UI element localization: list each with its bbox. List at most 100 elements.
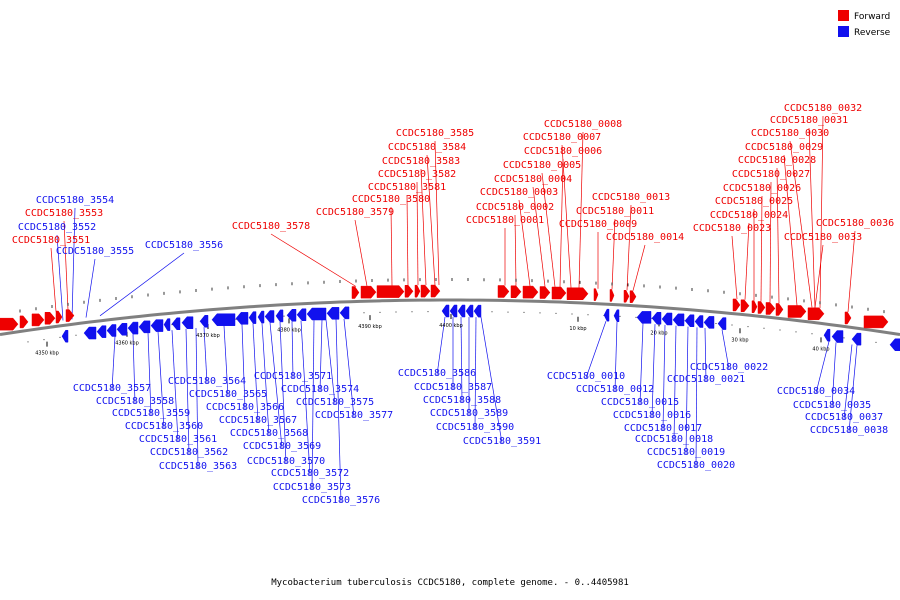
- reverse-gene: [275, 309, 284, 323]
- forward-gene: [19, 315, 29, 329]
- forward-gene: [863, 315, 889, 329]
- forward-gene: [629, 290, 637, 303]
- forward-gene: [551, 286, 567, 300]
- gene-label: CCDC5180_3569: [243, 441, 321, 452]
- reverse-gene: [684, 314, 695, 327]
- forward-gene: [609, 289, 615, 302]
- reverse-gene: [717, 317, 727, 330]
- forward-genes: [0, 284, 889, 331]
- gene-label: CCDC5180_3572: [271, 468, 349, 479]
- gene-label: CCDC5180_0033: [784, 232, 862, 243]
- reverse-gene: [235, 312, 249, 325]
- gene-label: CCDC5180_3588: [423, 395, 501, 406]
- gene-label: CCDC5180_0031: [770, 115, 848, 126]
- gene-label: CCDC5180_0019: [647, 447, 725, 458]
- gene-label: CCDC5180_0036: [816, 218, 894, 229]
- reverse-gene: [163, 318, 171, 331]
- forward-gene: [522, 285, 539, 299]
- forward-gene: [65, 309, 75, 322]
- reverse-gene: [851, 332, 862, 346]
- gene-label: CCDC5180_3587: [414, 382, 492, 393]
- forward-gene: [751, 300, 758, 314]
- gene-label: CCDC5180_0020: [657, 460, 735, 471]
- tick-label: 4360 kbp: [115, 341, 139, 347]
- tick-label: 4400 kbp: [439, 323, 463, 329]
- tick-label: 40 kbp: [812, 346, 829, 352]
- gene-label: CCDC5180_0006: [524, 146, 602, 157]
- gene-label: CCDC5180_0018: [635, 434, 713, 445]
- gene-label: CCDC5180_3555: [56, 246, 134, 257]
- gene-label: CCDC5180_0007: [523, 132, 601, 143]
- forward-gene: [732, 298, 741, 312]
- legend: Forward Reverse: [838, 10, 891, 38]
- reverse-gene: [441, 304, 450, 318]
- gene-label: CCDC5180_3567: [219, 415, 297, 426]
- forward-gene: [376, 285, 405, 298]
- gene-label: CCDC5180_3571: [254, 371, 332, 382]
- reverse-gene: [326, 307, 340, 320]
- reverse-gene: [636, 311, 652, 324]
- reverse-gene: [61, 329, 69, 343]
- gene-label: CCDC5180_0027: [732, 169, 810, 180]
- forward-gene: [807, 307, 825, 321]
- gene-label: CCDC5180_3577: [315, 410, 393, 421]
- gene-label: CCDC5180_3558: [96, 396, 174, 407]
- gene-label: CCDC5180_3573: [273, 482, 351, 493]
- gene-label: CCDC5180_3556: [145, 240, 223, 251]
- gene-label: CCDC5180_3589: [430, 408, 508, 419]
- gene-label: CCDC5180_0028: [738, 155, 816, 166]
- reverse-gene: [181, 316, 194, 329]
- gene-label: CCDC5180_3591: [463, 436, 541, 447]
- gene-label: CCDC5180_3551: [12, 235, 90, 246]
- reverse-gene: [211, 313, 236, 326]
- reverse-gene: [83, 326, 97, 340]
- gene-label: CCDC5180_0008: [544, 119, 622, 130]
- gene-label: CCDC5180_3554: [36, 195, 114, 206]
- gene-label: CCDC5180_0011: [576, 206, 654, 217]
- gene-label: CCDC5180_0029: [745, 142, 823, 153]
- reverse-gene: [116, 323, 128, 336]
- reverse-gene: [171, 317, 181, 331]
- gene-label: CCDC5180_0022: [690, 362, 768, 373]
- gene-label: CCDC5180_3553: [25, 208, 103, 219]
- gene-label: CCDC5180_3564: [168, 376, 246, 387]
- gene-label: CCDC5180_0014: [606, 232, 684, 243]
- reverse-gene: [703, 316, 715, 329]
- forward-gene: [44, 311, 56, 325]
- reverse-gene: [106, 324, 117, 337]
- gene-label: CCDC5180_3586: [398, 368, 476, 379]
- label-connectors: [50, 115, 858, 503]
- gene-label: CCDC5180_3565: [189, 389, 267, 400]
- reverse-gene: [138, 320, 151, 334]
- gene-label: CCDC5180_3559: [112, 408, 190, 419]
- reverse-gene: [694, 315, 704, 328]
- gene-label: CCDC5180_3561: [139, 434, 217, 445]
- gene-label: CCDC5180_0023: [693, 223, 771, 234]
- forward-gene: [351, 286, 360, 299]
- gene-label: CCDC5180_0030: [751, 128, 829, 139]
- genome-caption: Mycobacterium tuberculosis CCDC5180, com…: [271, 578, 629, 588]
- gene-label: CCDC5180_3584: [388, 142, 466, 153]
- gene-label: CCDC5180_0001: [466, 215, 544, 226]
- reverse-gene: [199, 315, 209, 328]
- tick-label: 4380 kbp: [277, 327, 301, 333]
- gene-label: CCDC5180_3552: [18, 222, 96, 233]
- reverse-gene: [473, 304, 482, 318]
- gene-label: CCDC5180_3560: [125, 421, 203, 432]
- gene-label: CCDC5180_0010: [547, 371, 625, 382]
- forward-gene: [765, 302, 776, 315]
- gene-label: CCDC5180_0015: [601, 397, 679, 408]
- reverse-gene: [248, 311, 257, 324]
- gene-label: CCDC5180_3557: [73, 383, 151, 394]
- forward-gene: [757, 301, 766, 314]
- forward-gene: [787, 305, 807, 318]
- reverse-gene: [672, 313, 685, 327]
- reverse-gene: [286, 309, 297, 322]
- forward-gene: [740, 299, 750, 313]
- reverse-gene: [257, 310, 265, 324]
- gene-label: CCDC5180_3570: [247, 456, 325, 467]
- gene-label: CCDC5180_0032: [784, 103, 862, 114]
- legend-swatch-reverse: [838, 26, 849, 37]
- forward-gene: [566, 287, 589, 301]
